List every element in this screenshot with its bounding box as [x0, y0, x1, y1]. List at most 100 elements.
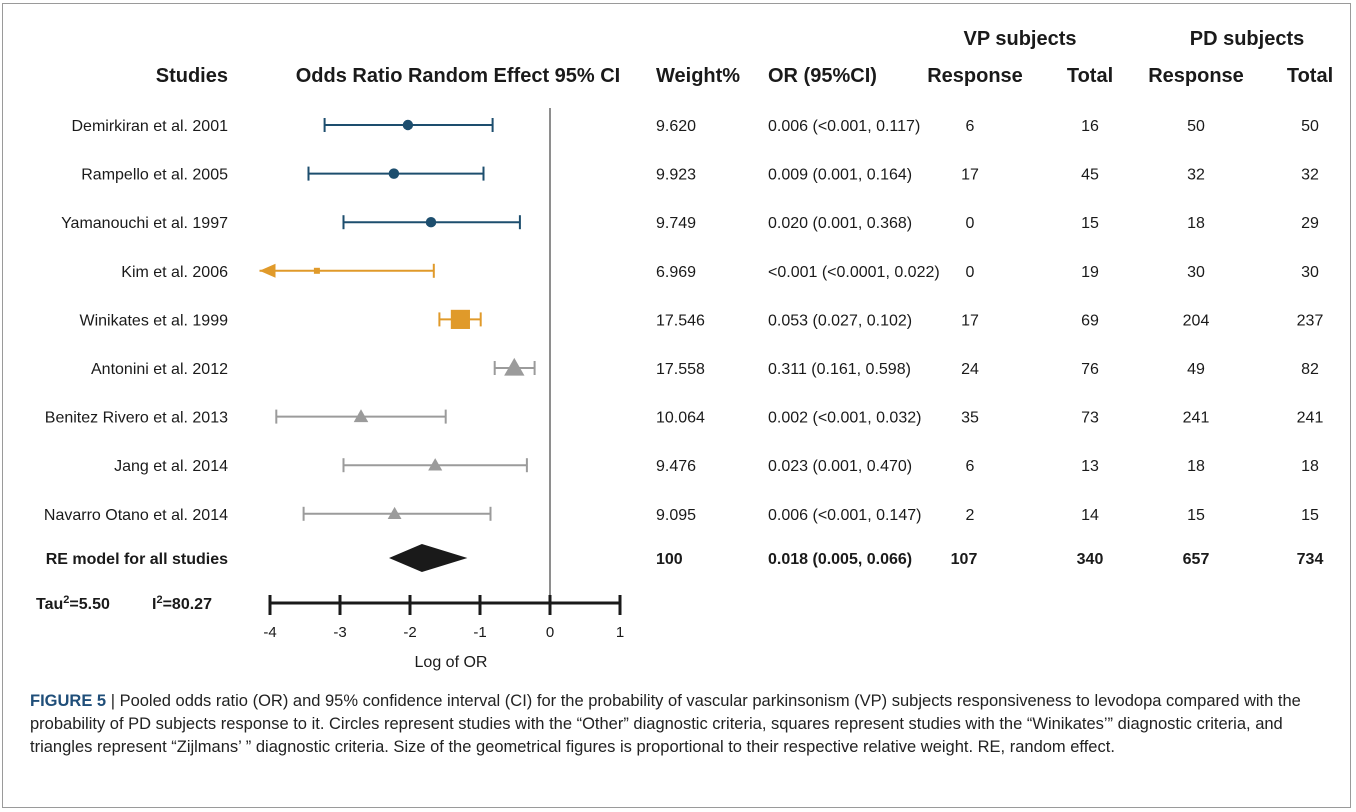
study-row-6: [275, 409, 447, 424]
study-row-2: [342, 215, 521, 230]
study-pd-total: 237: [1297, 312, 1324, 329]
study-vp-response: 17: [961, 167, 979, 184]
header-vp-response: Response: [927, 65, 1023, 87]
study-vp-response: 24: [961, 361, 979, 378]
study-weight: 6.969: [656, 264, 696, 281]
ci-arrow-left: [259, 263, 276, 278]
study-row-8: [302, 506, 492, 521]
header-pd-total: Total: [1287, 65, 1333, 87]
x-tick-label: 0: [546, 624, 554, 641]
summary-pd-response: 657: [1183, 551, 1210, 568]
header-plot: Odds Ratio Random Effect 95% CI: [296, 65, 621, 87]
study-or: 0.006 (<0.001, 0.147): [768, 507, 921, 524]
study-pd-total: 241: [1297, 410, 1324, 427]
study-or: 0.009 (0.001, 0.164): [768, 167, 912, 184]
study-vp-total: 16: [1081, 118, 1099, 135]
study-pd-response: 50: [1187, 118, 1205, 135]
study-vp-response: 17: [961, 312, 979, 329]
study-vp-response: 2: [966, 507, 975, 524]
study-name: Antonini et al. 2012: [91, 361, 228, 378]
i-squared: I2=80.27: [152, 594, 212, 613]
summary-vp-total: 340: [1077, 551, 1104, 568]
study-name: Navarro Otano et al. 2014: [44, 507, 228, 524]
point-circle: [425, 216, 437, 228]
summary-diamond: [389, 544, 468, 572]
study-vp-total: 19: [1081, 264, 1099, 281]
study-vp-total: 76: [1081, 361, 1099, 378]
study-name: Yamanouchi et al. 1997: [61, 215, 228, 232]
study-pd-response: 18: [1187, 215, 1205, 232]
study-or: 0.006 (<0.001, 0.117): [768, 118, 920, 135]
study-pd-total: 32: [1301, 167, 1319, 184]
x-tick-label: -1: [473, 624, 486, 641]
study-or: 0.023 (0.001, 0.470): [768, 458, 912, 475]
study-name: Benitez Rivero et al. 2013: [45, 410, 228, 427]
study-vp-total: 13: [1081, 458, 1099, 475]
point-circle: [402, 119, 414, 131]
header-or: OR (95%CI): [768, 65, 877, 87]
study-pd-response: 18: [1187, 458, 1205, 475]
study-or: 0.311 (0.161, 0.598): [768, 361, 911, 378]
study-pd-total: 30: [1301, 264, 1319, 281]
header-weight: Weight%: [656, 65, 740, 87]
study-pd-response: 30: [1187, 264, 1205, 281]
study-weight: 9.749: [656, 215, 696, 232]
header-vp-total: Total: [1067, 65, 1113, 87]
study-name: Jang et al. 2014: [114, 458, 228, 475]
summary-pd-total: 734: [1297, 551, 1324, 568]
forest-plot: VP subjects PD subjects Studies Odds Ratio …: [36, 28, 1333, 671]
summary-or: 0.018 (0.005, 0.066): [768, 551, 912, 568]
study-weight: 9.620: [656, 118, 696, 135]
study-vp-response: 6: [966, 458, 975, 475]
study-row-5: [493, 357, 536, 376]
study-weight: 9.923: [656, 167, 696, 184]
study-vp-total: 69: [1081, 312, 1099, 329]
study-pd-response: 15: [1187, 507, 1205, 524]
study-name: Winikates et al. 1999: [79, 312, 228, 329]
study-vp-response: 0: [966, 264, 975, 281]
figure-frame: [2, 3, 1351, 808]
study-vp-response: 0: [966, 215, 975, 232]
caption-lead: FIGURE 5: [30, 692, 107, 710]
study-pd-response: 204: [1183, 312, 1210, 329]
x-tick-label: -2: [403, 624, 416, 641]
study-name: Kim et al. 2006: [121, 264, 228, 281]
study-name: Demirkiran et al. 2001: [71, 118, 228, 135]
study-row-0: [323, 118, 494, 132]
header-pd-subjects: PD subjects: [1190, 28, 1304, 50]
study-weight: 17.546: [656, 312, 705, 329]
figure-caption: FIGURE 5 | Pooled odds ratio (OR) and 95…: [30, 690, 1330, 759]
study-pd-response: 241: [1183, 410, 1210, 427]
x-tick-label: -4: [263, 624, 276, 641]
study-name: Rampello et al. 2005: [81, 167, 228, 184]
summary-name: RE model for all studies: [46, 551, 228, 568]
study-vp-total: 14: [1081, 507, 1099, 524]
study-pd-total: 29: [1301, 215, 1319, 232]
point-triangle: [428, 458, 443, 471]
study-row-3: [259, 263, 435, 278]
study-pd-total: 15: [1301, 507, 1319, 524]
study-vp-response: 35: [961, 410, 979, 427]
header-pd-response: Response: [1148, 65, 1244, 87]
header-vp-subjects: VP subjects: [963, 28, 1076, 50]
study-weight: 9.095: [656, 507, 696, 524]
header-studies: Studies: [156, 65, 228, 87]
study-pd-total: 50: [1301, 118, 1319, 135]
study-vp-total: 15: [1081, 215, 1099, 232]
study-vp-total: 45: [1081, 167, 1099, 184]
study-pd-total: 82: [1301, 361, 1319, 378]
study-or: 0.053 (0.027, 0.102): [768, 312, 912, 329]
study-pd-total: 18: [1301, 458, 1319, 475]
point-triangle: [353, 409, 369, 423]
x-tick-label: -3: [333, 624, 346, 641]
caption-text: | Pooled odds ratio (OR) and 95% confide…: [30, 692, 1301, 756]
study-row-1: [307, 166, 485, 181]
study-weight: 9.476: [656, 458, 696, 475]
study-or: 0.020 (0.001, 0.368): [768, 215, 912, 232]
summary-weight: 100: [656, 551, 683, 568]
x-axis-label: Log of OR: [415, 654, 488, 671]
point-square: [450, 309, 470, 329]
study-pd-response: 49: [1187, 361, 1205, 378]
x-tick-label: 1: [616, 624, 624, 641]
study-vp-total: 73: [1081, 410, 1099, 427]
